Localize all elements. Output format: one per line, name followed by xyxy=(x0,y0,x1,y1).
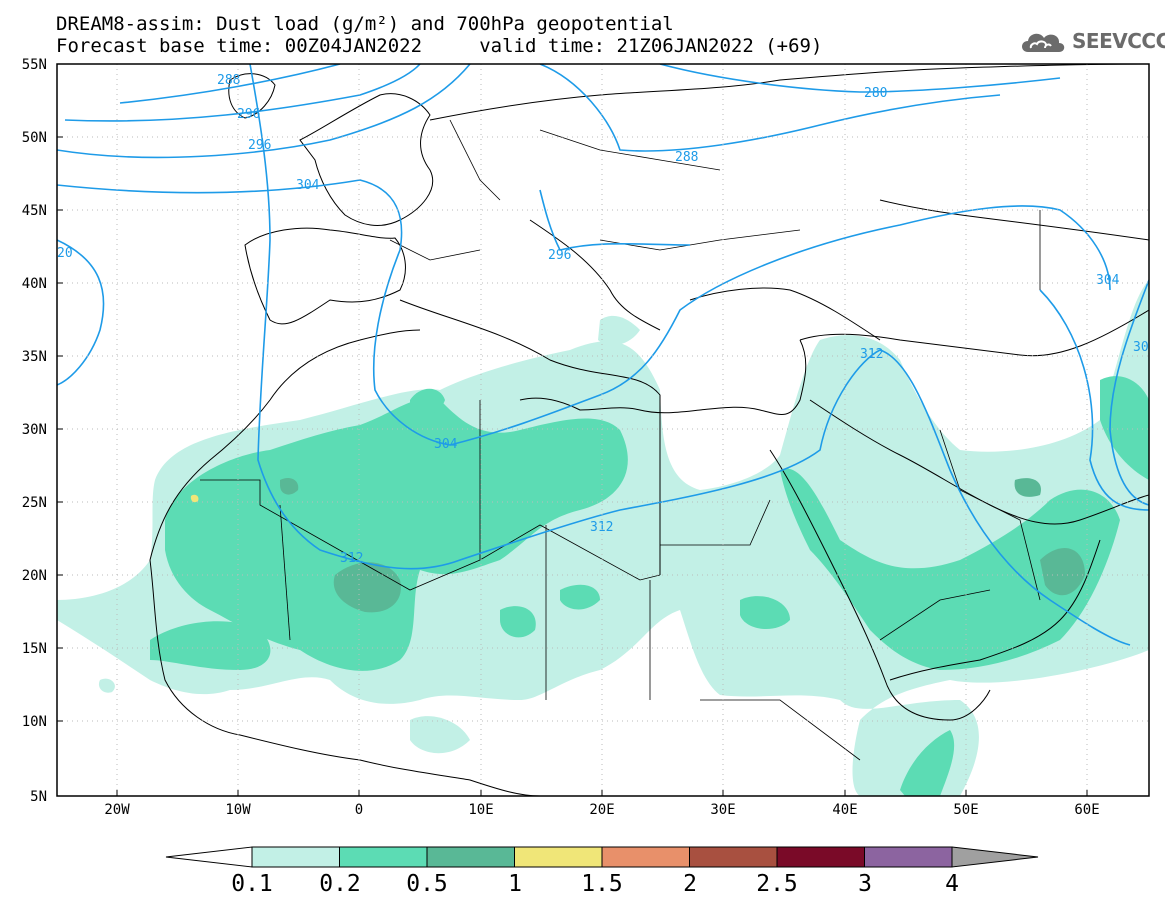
dust-field-level-0.1 xyxy=(57,280,1149,796)
contour-label: 20 xyxy=(57,246,73,261)
lon-label: 10E xyxy=(468,802,493,818)
colorbar-cell xyxy=(601,846,690,868)
colorbar-cell xyxy=(689,846,778,868)
colorbar-cell xyxy=(251,846,340,868)
contour-label: 296 xyxy=(548,248,571,263)
lon-label: 30E xyxy=(710,802,735,818)
logo-text: SEEVCCC xyxy=(1072,29,1165,53)
colorbar-label: 2.5 xyxy=(756,871,798,897)
lat-label: 50N xyxy=(22,130,47,146)
lat-labels: 55N 50N 45N 40N 35N 30N 25N 20N 15N 10N … xyxy=(22,57,47,805)
colorbar-labels: 0.1 0.2 0.5 1 1.5 2 2.5 3 4 xyxy=(231,871,959,897)
colorbar-cell xyxy=(514,846,603,868)
contour-label: 304 xyxy=(1096,273,1120,288)
lat-label: 45N xyxy=(22,203,47,219)
lat-label: 55N xyxy=(22,57,47,73)
axis-ticks xyxy=(57,63,1088,796)
lat-label: 40N xyxy=(22,276,47,292)
contour-label: 280 xyxy=(864,86,887,101)
colorbar xyxy=(165,846,1039,868)
seevccc-logo: SEEVCCC xyxy=(1018,26,1165,56)
colorbar-cell xyxy=(426,846,515,868)
contour-label: 288 xyxy=(217,73,240,88)
lat-label: 25N xyxy=(22,495,47,511)
contour-label: 312 xyxy=(860,347,883,362)
colorbar-cell xyxy=(864,846,953,868)
colorbar-label: 3 xyxy=(858,871,872,897)
colorbar-under-arrow xyxy=(165,846,253,868)
lat-label: 5N xyxy=(30,789,47,805)
colorbar-label: 2 xyxy=(683,871,697,897)
dust-field-layer xyxy=(57,280,1149,796)
cloud-icon xyxy=(1022,33,1065,52)
contour-label-layer: 280 288 296 304 312 288 296 304 312 312 … xyxy=(57,73,1149,566)
lat-label: 15N xyxy=(22,641,47,657)
forecast-time-line: Forecast base time: 00Z04JAN2022 valid t… xyxy=(56,35,823,57)
contour-label: 312 xyxy=(590,520,613,535)
contour-label: 296 xyxy=(248,138,271,153)
contour-label: 304 xyxy=(434,437,458,452)
contour-layer xyxy=(57,64,1149,646)
map-frame xyxy=(56,63,1150,797)
colorbar-label: 0.1 xyxy=(231,871,273,897)
lon-label: 0 xyxy=(355,802,363,818)
lon-label: 20E xyxy=(589,802,614,818)
dust-field-level-0.5 xyxy=(280,478,1085,613)
colorbar-label: 4 xyxy=(945,871,959,897)
colorbar-cell xyxy=(776,846,865,868)
dust-field-level-0.2 xyxy=(150,376,1149,796)
contour-label: 288 xyxy=(675,150,698,165)
colorbar-over-arrow xyxy=(951,846,1039,868)
colorbar-cell xyxy=(339,846,428,868)
contour-label: 304 xyxy=(296,178,320,193)
graticule xyxy=(57,64,1149,796)
map-title: DREAM8-assim: Dust load (g/m²) and 700hP… xyxy=(56,13,674,35)
colorbar-label: 1.5 xyxy=(581,871,623,897)
contour-label: 30 xyxy=(1133,340,1149,355)
lon-label: 20W xyxy=(104,802,130,818)
lon-labels: 20W 10W 0 10E 20E 30E 40E 50E 60E xyxy=(104,802,1099,818)
colorbar-label: 0.2 xyxy=(319,871,361,897)
contour-label: 296 xyxy=(237,107,260,122)
lon-label: 60E xyxy=(1074,802,1099,818)
lon-label: 10W xyxy=(225,802,251,818)
colorbar-label: 1 xyxy=(508,871,522,897)
lon-label: 40E xyxy=(832,802,857,818)
lon-label: 50E xyxy=(953,802,978,818)
colorbar-label: 0.5 xyxy=(406,871,448,897)
contour-label: 312 xyxy=(340,551,363,566)
lat-label: 30N xyxy=(22,422,47,438)
lat-label: 35N xyxy=(22,349,47,365)
lat-label: 20N xyxy=(22,568,47,584)
dust-field-level-1 xyxy=(190,494,199,503)
lat-label: 10N xyxy=(22,714,47,730)
